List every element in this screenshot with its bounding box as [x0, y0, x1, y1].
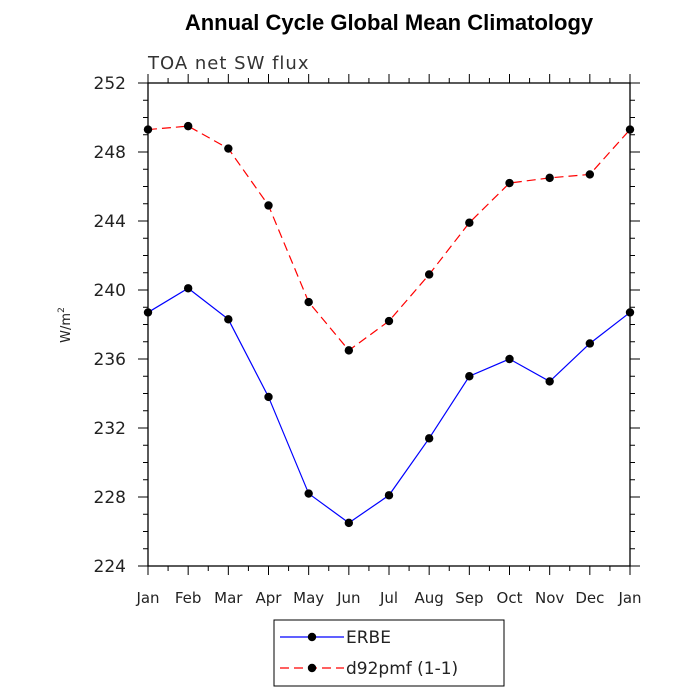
x-tick-label: Feb — [175, 589, 202, 607]
series-0-point — [424, 434, 434, 443]
series-0-point — [545, 377, 554, 386]
x-tick-label: Jun — [336, 589, 360, 607]
series-1-point — [264, 201, 273, 210]
x-tick-label: Mar — [214, 589, 243, 607]
x-tick-label: Jan — [135, 589, 159, 607]
x-tick-label: Aug — [415, 589, 444, 607]
series-1-point — [384, 316, 394, 326]
y-axis-label-superscript: 2 — [57, 307, 67, 313]
y-tick-label: 224 — [94, 557, 126, 577]
legend-marker-0 — [307, 632, 317, 642]
series-0-point — [264, 392, 273, 402]
y-tick-label: 236 — [94, 350, 126, 370]
series-1-point — [545, 173, 554, 183]
series-0-point — [505, 354, 514, 364]
series-0-point — [344, 518, 354, 528]
chart-subtitle: TOA net SW flux — [147, 53, 310, 74]
series-0-point — [585, 339, 595, 348]
x-tick-label: May — [293, 589, 324, 607]
legend: ERBE d92pmf (1-1) — [273, 619, 505, 687]
series-1-point — [183, 121, 193, 131]
x-tick-label: Sep — [455, 589, 483, 607]
x-tick-label: Nov — [535, 589, 564, 607]
y-tick-label: 232 — [94, 419, 126, 439]
series-1-point — [424, 270, 434, 279]
series-1-point — [344, 346, 354, 355]
series-1-point — [465, 218, 474, 227]
series-0-point — [625, 308, 635, 317]
series-0-point — [384, 491, 394, 500]
series-0-point — [304, 489, 313, 498]
x-tick-label: Apr — [256, 589, 283, 607]
x-tick-label: Oct — [497, 589, 523, 607]
y-tick-label: 228 — [94, 488, 126, 508]
x-tick-label: Jul — [379, 589, 398, 607]
y-axis-label-text: W/m — [59, 313, 74, 343]
series-0-point — [143, 308, 153, 317]
legend-box — [273, 619, 505, 687]
y-tick-label: 240 — [94, 281, 126, 301]
series-line-1 — [147, 125, 631, 352]
series-1-point — [224, 144, 233, 153]
legend-marker-1 — [307, 663, 317, 673]
series-0-point — [465, 372, 474, 381]
y-tick-label: 252 — [94, 74, 126, 94]
chart-title: Annual Cycle Global Mean Climatology — [185, 10, 594, 35]
y-tick-label: 248 — [94, 143, 126, 163]
series-1-point — [585, 170, 595, 179]
series-1-point — [143, 125, 153, 134]
x-tick-label: Dec — [575, 589, 604, 607]
x-tick-label: Jan — [617, 589, 641, 607]
series-0-point — [183, 284, 193, 293]
y-tick-label: 244 — [94, 212, 126, 232]
series-0-point — [224, 315, 233, 324]
series-1-point — [505, 178, 514, 188]
legend-label-1: d92pmf (1-1) — [346, 659, 458, 679]
series-1-point — [625, 125, 635, 134]
series-1-point — [304, 297, 313, 307]
legend-label-0: ERBE — [346, 628, 391, 648]
y-axis-label: W/m2 — [57, 307, 74, 343]
